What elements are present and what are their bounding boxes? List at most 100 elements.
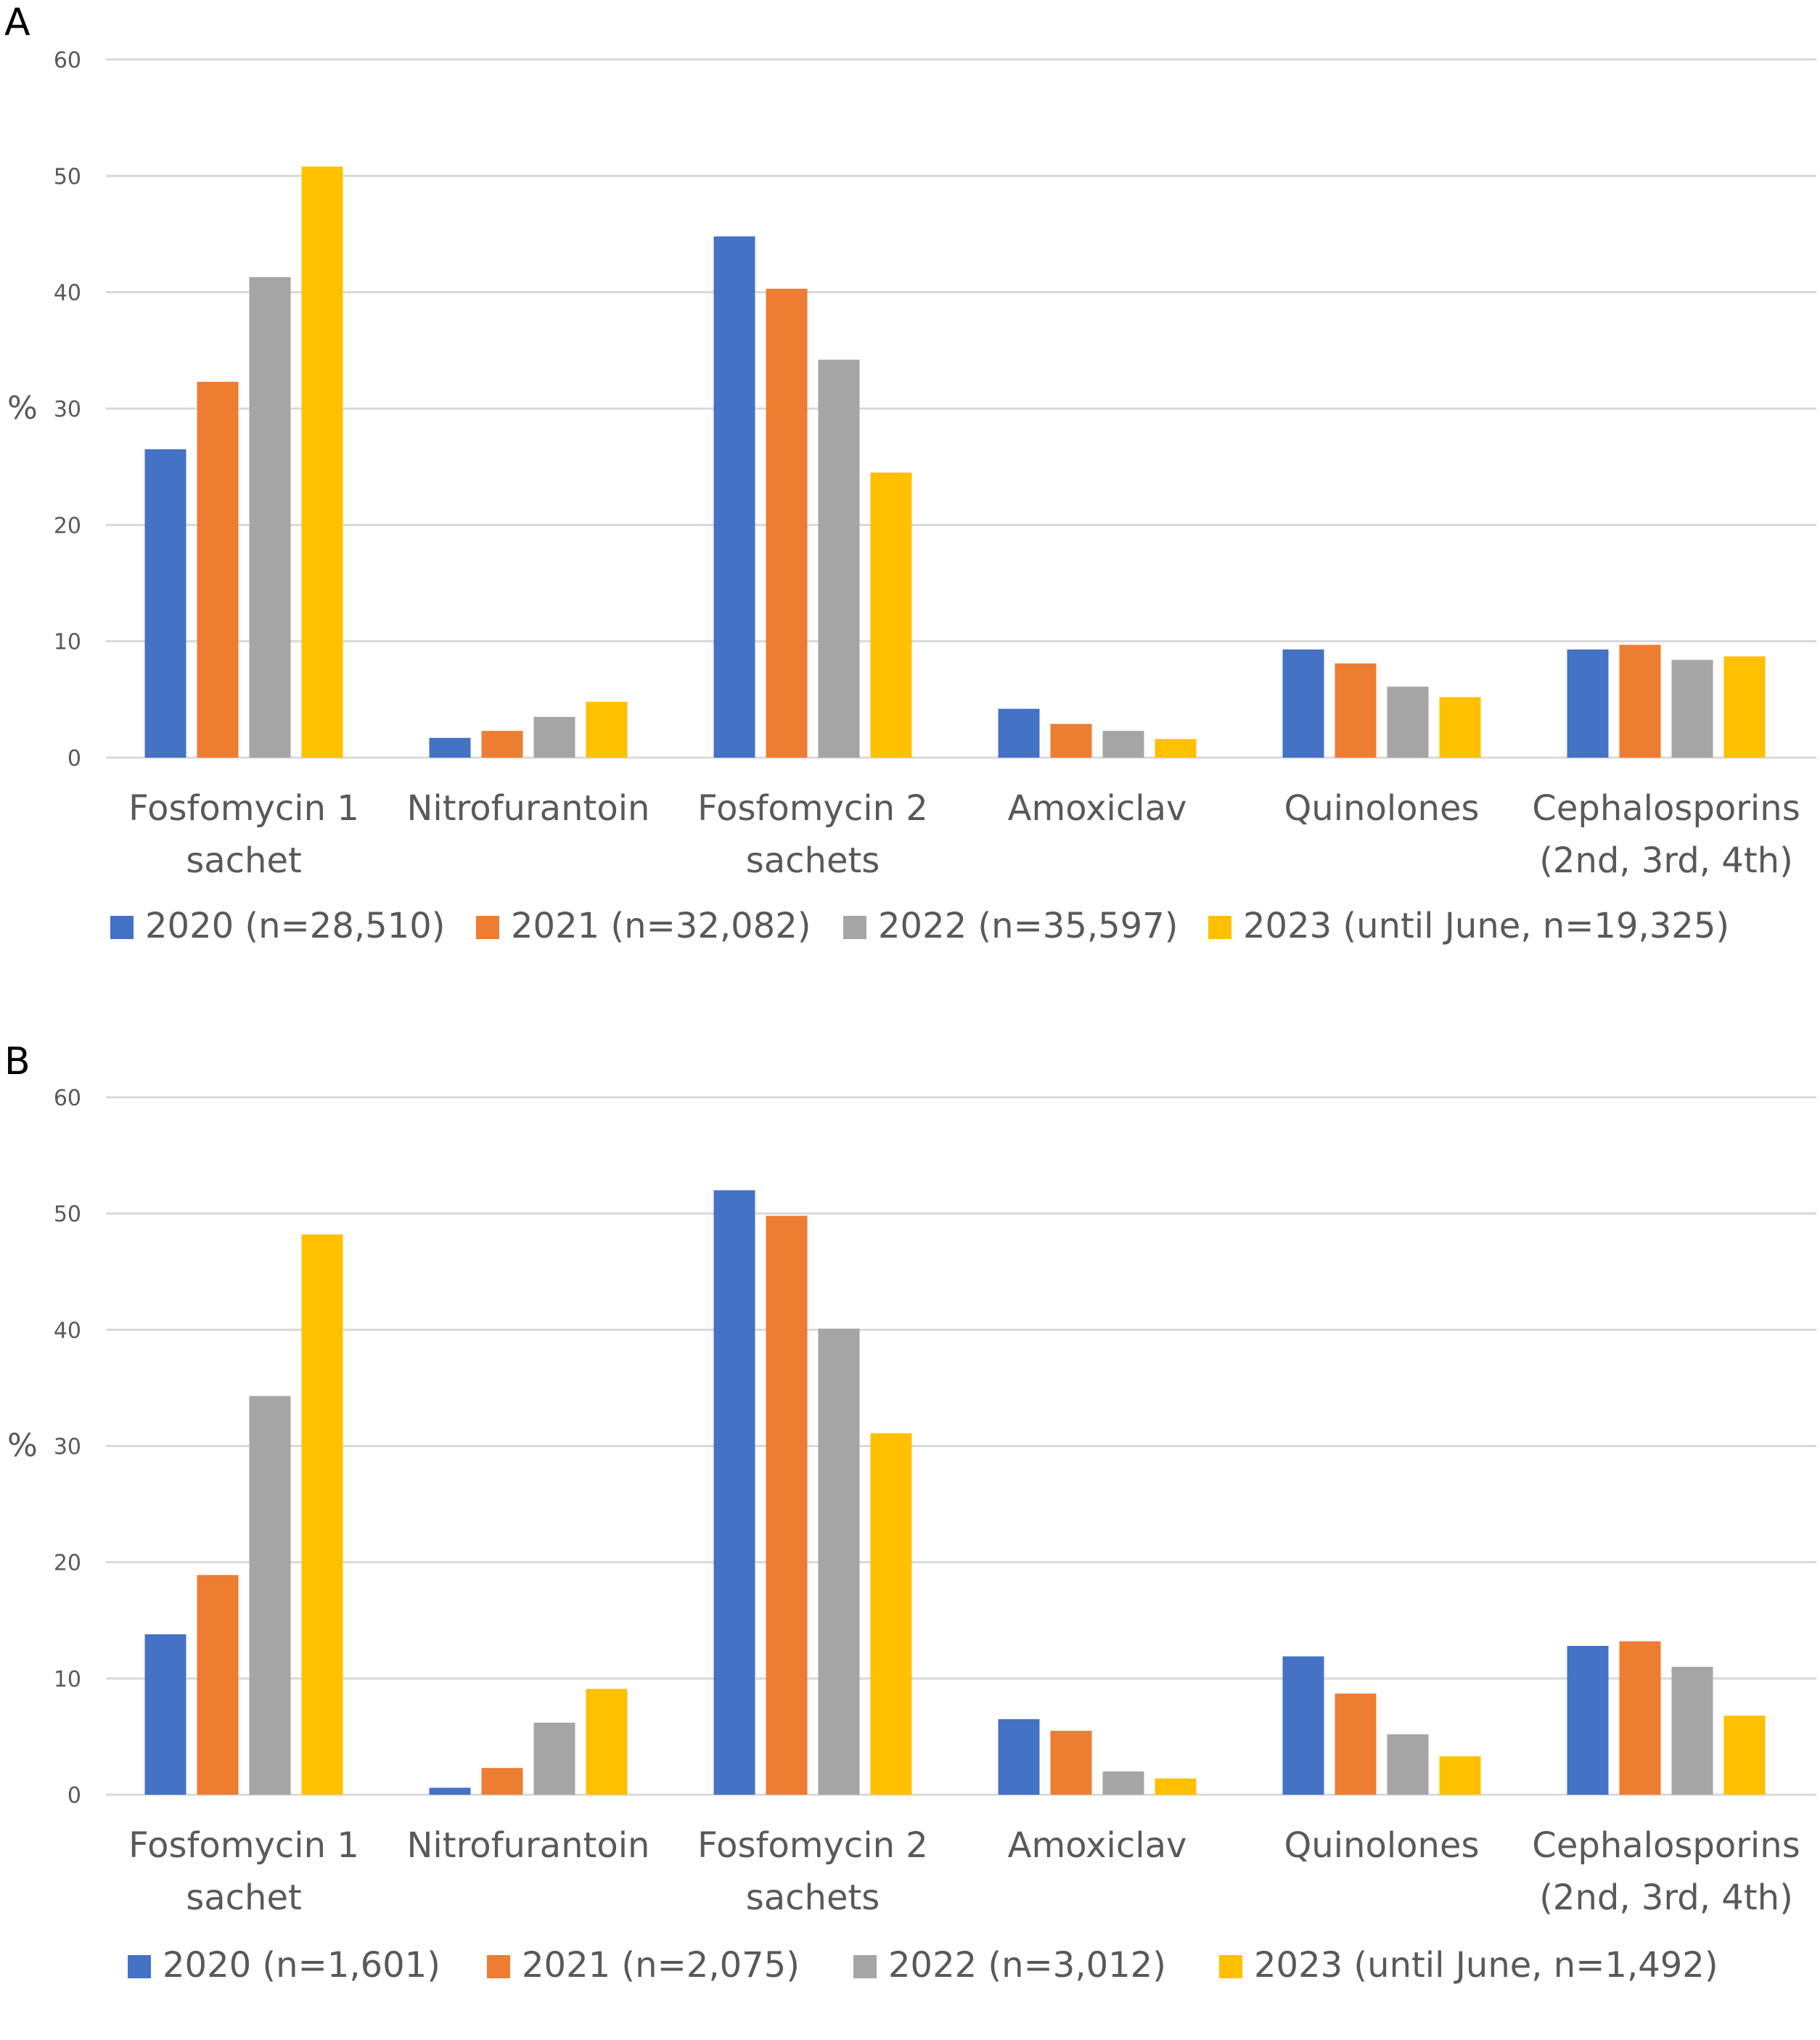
legend-label: 2023 (until June, n=1,492)	[1254, 1945, 1718, 1986]
y-tick-label: 20	[54, 513, 81, 538]
y-tick-label: 0	[67, 746, 81, 771]
bar	[144, 449, 186, 758]
bar	[197, 382, 239, 758]
x-category-label: Fosfomycin 2	[697, 788, 928, 829]
y-tick-label: 60	[54, 1086, 81, 1111]
y-tick-label: 40	[54, 281, 81, 306]
legend-label: 2022 (n=3,012)	[888, 1945, 1166, 1986]
legend-swatch	[1208, 916, 1231, 939]
bar	[1335, 663, 1377, 758]
bar	[998, 1719, 1040, 1795]
x-category-label: Quinolones	[1284, 1825, 1480, 1866]
bar	[713, 236, 755, 758]
x-category-label: Nitrofurantoin	[407, 1825, 650, 1866]
y-tick-label: 30	[54, 1435, 81, 1460]
legend-label: 2021 (n=32,082)	[511, 906, 811, 946]
bar	[197, 1575, 239, 1795]
bar	[301, 166, 343, 758]
y-tick-label: 10	[54, 630, 81, 655]
y-tick-label: 20	[54, 1551, 81, 1576]
x-category-label: sachets	[746, 1877, 880, 1918]
bar	[1335, 1693, 1377, 1795]
chart-b-svg: 0 10 20 30 40 50 60 B% Fosfomycin 1 sachet Nitrofu…	[4, 1040, 1816, 1986]
bar	[1439, 697, 1481, 758]
legend-label: 2020 (n=28,510)	[145, 906, 445, 946]
legend-swatch	[853, 1955, 877, 1978]
bar	[249, 1396, 291, 1795]
y-axis-label: %	[7, 390, 38, 427]
bar	[1050, 724, 1092, 758]
legend-swatch	[128, 1955, 151, 1978]
x-category-label: Fosfomycin 1	[128, 1825, 359, 1866]
bar	[1155, 1778, 1197, 1795]
bar	[766, 1216, 808, 1795]
legend-label: 2020 (n=1,601)	[163, 1945, 440, 1986]
bar	[998, 708, 1040, 758]
bar	[1619, 1641, 1661, 1795]
bar	[1155, 739, 1197, 758]
bar	[1567, 1645, 1609, 1795]
x-category-label: sachets	[746, 840, 880, 881]
bar	[1567, 649, 1609, 758]
bar	[481, 731, 523, 758]
x-category-label: (2nd, 3rd, 4th)	[1539, 840, 1793, 881]
legend-label: 2021 (n=2,075)	[522, 1945, 800, 1986]
chart-panel-b: 0 10 20 30 40 50 60 B% Fosfomycin 1 sachet Nitrofu…	[0, 1039, 1820, 2040]
bar	[429, 1787, 471, 1795]
x-category-label: Cephalosporins	[1532, 788, 1800, 829]
bar	[1387, 1734, 1429, 1795]
bar	[766, 288, 808, 758]
bar	[1671, 1666, 1713, 1795]
bar	[301, 1234, 343, 1795]
bar	[1282, 649, 1324, 758]
legend-swatch	[487, 1955, 510, 1978]
bar	[1282, 1656, 1324, 1795]
y-tick-label: 60	[54, 48, 81, 73]
bar	[713, 1190, 755, 1795]
bar	[481, 1768, 523, 1795]
legend-swatch	[1219, 1955, 1242, 1978]
x-category-label: Nitrofurantoin	[407, 788, 650, 829]
bar	[870, 1433, 912, 1795]
y-tick-label: 30	[54, 397, 81, 422]
x-category-label: Fosfomycin 2	[697, 1825, 928, 1866]
bar	[1102, 731, 1144, 758]
panel-label: A	[4, 1, 30, 44]
bar	[533, 716, 575, 758]
bar	[818, 1328, 860, 1795]
legend-swatch	[476, 916, 499, 939]
bar	[429, 737, 471, 758]
legend-swatch	[110, 916, 134, 939]
bar	[586, 1689, 628, 1795]
x-category-label: sachet	[186, 840, 302, 881]
bar	[144, 1634, 186, 1795]
y-tick-label: 40	[54, 1318, 81, 1343]
bar	[1387, 687, 1429, 758]
x-category-label: Amoxiclav	[1008, 1825, 1187, 1866]
bar	[586, 702, 628, 758]
x-category-label: (2nd, 3rd, 4th)	[1539, 1877, 1793, 1918]
chart-panel-a: 0 10 20 30 40 50 60 A% Fosfomycin 1 sachet Nitrofu…	[0, 0, 1820, 1001]
bar	[1102, 1771, 1144, 1795]
y-axis-label: %	[7, 1427, 38, 1465]
x-category-label: Amoxiclav	[1008, 788, 1187, 829]
bar	[249, 276, 291, 758]
bar	[1723, 656, 1766, 758]
x-category-label: Fosfomycin 1	[128, 788, 359, 829]
chart-a-svg: 0 10 20 30 40 50 60 A% Fosfomycin 1 sachet Nitrofu…	[4, 1, 1816, 946]
y-tick-label: 50	[54, 164, 81, 189]
bar	[1439, 1756, 1481, 1795]
x-category-label: sachet	[186, 1877, 302, 1918]
x-category-label: Quinolones	[1284, 788, 1480, 829]
bar	[818, 359, 860, 758]
y-tick-label: 10	[54, 1667, 81, 1692]
bar	[1619, 644, 1661, 758]
bar	[1050, 1730, 1092, 1795]
y-tick-label: 50	[54, 1202, 81, 1227]
bar	[870, 472, 912, 758]
bar	[1671, 660, 1713, 758]
legend-swatch	[843, 916, 866, 939]
y-tick-label: 0	[67, 1783, 81, 1808]
bar	[1723, 1716, 1766, 1795]
legend-label: 2022 (n=35,597)	[878, 906, 1178, 946]
